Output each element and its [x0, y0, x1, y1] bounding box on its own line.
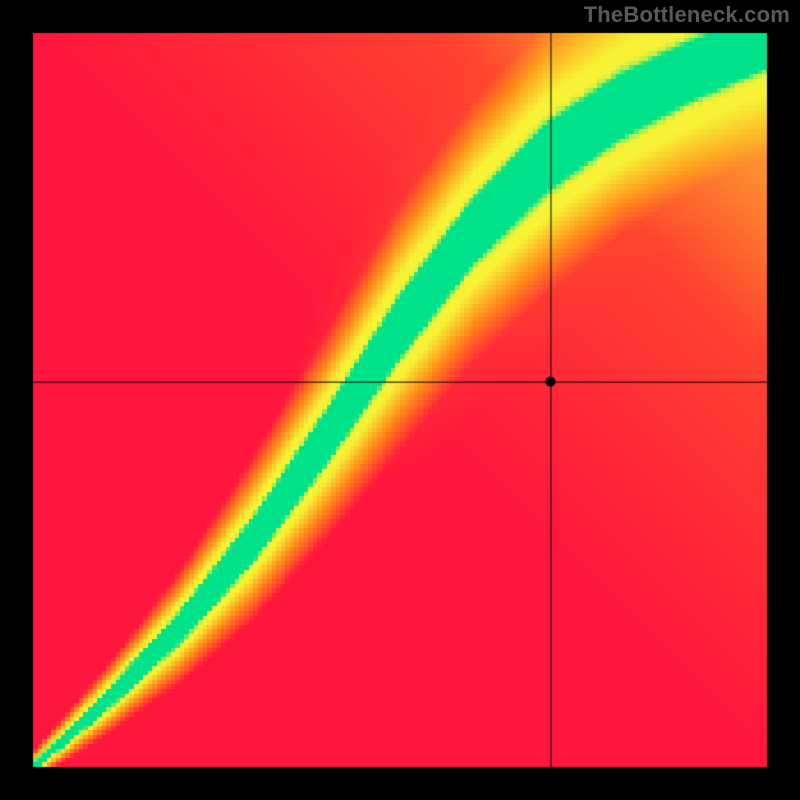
chart-container: TheBottleneck.com	[0, 0, 800, 800]
heatmap-canvas	[0, 0, 800, 800]
watermark-text: TheBottleneck.com	[584, 2, 790, 28]
